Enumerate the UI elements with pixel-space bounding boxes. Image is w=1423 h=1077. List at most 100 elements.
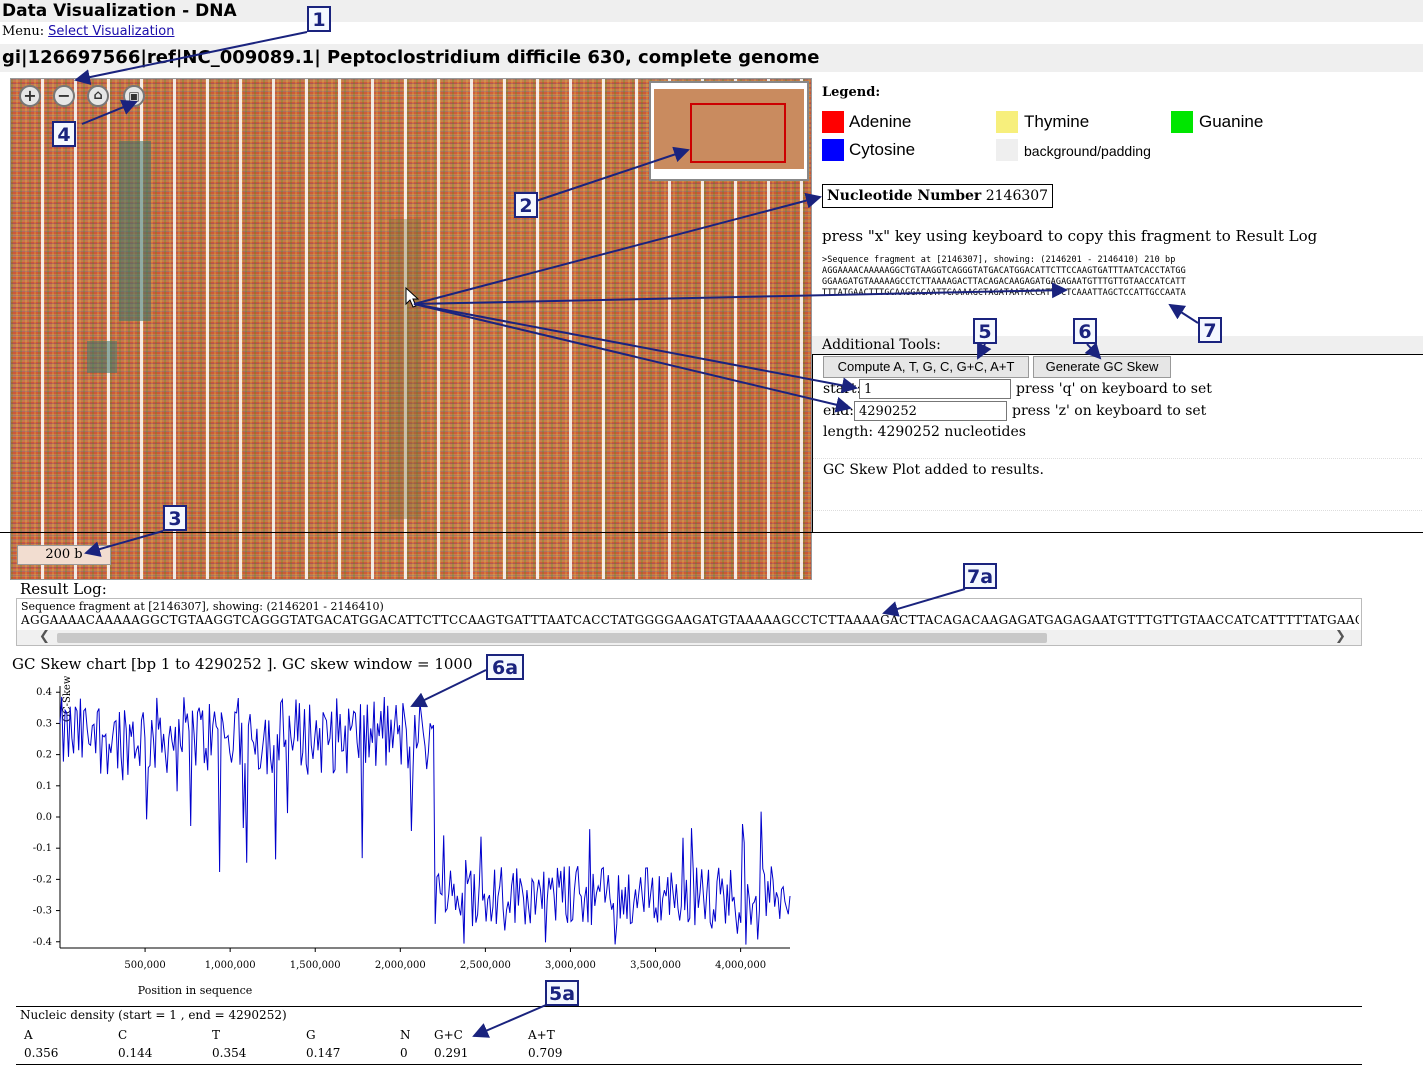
legend-label-background: background/padding [1024, 143, 1151, 159]
y-tick-label: 0.3 [36, 718, 52, 729]
scroll-left-icon[interactable]: ❮ [39, 629, 50, 644]
density-value: 0.147 [306, 1046, 341, 1060]
gc-skew-chart-title: GC Skew chart [bp 1 to 4290252 ]. GC ske… [12, 655, 473, 673]
generate-gc-skew-button[interactable]: Generate GC Skew [1033, 356, 1171, 378]
scale-bar: 200 b [17, 545, 111, 565]
callout-label: 6 [1073, 318, 1097, 344]
density-header: N [400, 1028, 411, 1042]
nucleotide-number-value: 2146307 [985, 188, 1049, 204]
density-value: 0.144 [118, 1046, 153, 1060]
result-log-label: Result Log: [20, 580, 107, 598]
y-tick-label: -0.2 [33, 874, 52, 885]
gc-skew-chart: 0.4 0.3 0.2 0.1 0.0 -0.1 -0.2 -0.3 -0.4 500,000 1,… [33, 676, 791, 997]
y-tick-label: 0.2 [36, 750, 52, 761]
additional-tools-title: Additional Tools: [812, 336, 1423, 354]
density-title: Nucleic density (start = 1 , end = 42902… [20, 1008, 287, 1022]
zoom-out-button[interactable]: − [53, 85, 75, 107]
density-header: A [24, 1028, 33, 1042]
y-tick-label: -0.1 [33, 843, 52, 854]
y-axis-label: GC-Skew [62, 676, 73, 722]
start-input[interactable] [859, 379, 1011, 399]
x-tick-label: 2,000,000 [375, 960, 426, 971]
y-tick-label: 0.4 [36, 687, 52, 698]
legend-label-thymine: Thymine [1024, 112, 1090, 131]
minimap-image [654, 89, 804, 169]
x-tick-label: 2,500,000 [460, 960, 511, 971]
density-header: C [118, 1028, 128, 1042]
minimap-viewport-rect[interactable] [690, 103, 786, 163]
nucleotide-number-label: Nucleotide Number [827, 188, 982, 204]
result-fragment-header: Sequence fragment at [2146307], showing:… [21, 600, 384, 613]
x-tick-label: 1,500,000 [290, 960, 341, 971]
x-tick-label: 500,000 [124, 960, 165, 971]
density-value: 0 [400, 1046, 408, 1060]
end-input[interactable] [854, 401, 1007, 421]
x-tick-label: 3,500,000 [630, 960, 681, 971]
navigator-minimap[interactable] [649, 81, 809, 181]
divider [813, 458, 1423, 459]
callout-label: 7 [1198, 317, 1222, 343]
divider [0, 532, 1423, 533]
fragment-line: AGGAAAACAAAAAGGCTGTAAGGTCAGGGTATGACATGGA… [822, 266, 1186, 276]
legend-swatch-guanine [1171, 111, 1193, 133]
density-value: 0.291 [434, 1046, 469, 1060]
legend-label-guanine: Guanine [1199, 112, 1264, 131]
callout-label: 3 [163, 505, 187, 531]
x-tick-label: 1,000,000 [205, 960, 256, 971]
result-log: Sequence fragment at [2146307], showing:… [16, 598, 1362, 646]
copy-fragment-hint: press "x" key using keyboard to copy thi… [822, 227, 1318, 245]
y-tick-label: 0.1 [36, 781, 52, 792]
sequence-fragment: >Sequence fragment at [2146307], showing… [822, 255, 1292, 299]
fullscreen-button[interactable]: ▣ [123, 85, 145, 107]
legend-label-adenine: Adenine [849, 112, 912, 131]
gc-skew-line [59, 696, 791, 945]
density-header: G+C [434, 1028, 463, 1042]
density-header: A+T [528, 1028, 555, 1042]
tools-status: GC Skew Plot added to results. [823, 462, 1044, 478]
scroll-right-icon[interactable]: ❯ [1335, 629, 1346, 644]
legend-swatch-adenine [822, 111, 844, 133]
legend-swatch-cytosine [822, 139, 844, 161]
x-tick-label: 4,000,000 [715, 960, 766, 971]
menu-label: Menu: [2, 24, 45, 39]
zoom-in-button[interactable]: + [19, 85, 41, 107]
density-value: 0.356 [24, 1046, 59, 1060]
callout-label: 4 [52, 121, 76, 147]
horizontal-scrollbar[interactable]: ❮ ❯ [17, 629, 1361, 645]
divider [16, 1006, 1362, 1007]
callout-label: 6a [486, 654, 524, 680]
sequence-region-band [389, 219, 421, 519]
end-hint: press 'z' on keyboard to set [1012, 403, 1207, 419]
nucleotide-number-box: Nucleotide Number 2146307 [822, 184, 1054, 208]
legend: Legend: Adenine Thymine Guanine Cytosine… [822, 82, 1282, 172]
mouse-cursor-icon [405, 287, 420, 308]
fragment-line: TTTATGAACTTTGCAAGGACAATTCAAAAGCTAGATAATA… [822, 288, 1186, 298]
start-hint: press 'q' on keyboard to set [1016, 381, 1212, 397]
callout-label: 5a [545, 980, 579, 1006]
start-label: start: [823, 381, 862, 397]
app-title: Data Visualization - DNA [0, 0, 1423, 22]
legend-label-cytosine: Cytosine [849, 140, 916, 159]
legend-swatch-background [996, 139, 1018, 161]
legend-title: Legend: [822, 85, 881, 100]
x-tick-label: 3,000,000 [545, 960, 596, 971]
sequence-region-band [119, 141, 151, 321]
y-tick-label: -0.3 [33, 906, 52, 917]
compute-density-button[interactable]: Compute A, T, G, C, G+C, A+T [823, 356, 1029, 378]
callout-label: 2 [514, 192, 538, 218]
fragment-line: GGAAGATGTAAAAAGCCTCTTAAAAGACTTACAGACAAGA… [822, 277, 1186, 287]
scrollbar-thumb[interactable] [57, 633, 1047, 643]
result-fragment-sequence: AGGAAAACAAAAAGGCTGTAAGGTCAGGGTATGACATGGA… [21, 613, 1359, 627]
select-visualization-link[interactable]: Select Visualization [48, 24, 175, 39]
sequence-region-band [87, 341, 117, 373]
callout-label: 5 [973, 318, 997, 344]
dna-canvas-viewer[interactable]: + − ⌂ ▣ 200 b [10, 78, 812, 580]
x-axis-label: Position in sequence [138, 984, 253, 997]
length-text: length: 4290252 nucleotides [823, 424, 1026, 440]
density-value: 0.709 [528, 1046, 563, 1060]
fragment-header: >Sequence fragment at [2146307], showing… [822, 255, 1176, 265]
end-label: end: [823, 403, 854, 419]
divider [813, 510, 1423, 511]
density-header: T [212, 1028, 221, 1042]
home-button[interactable]: ⌂ [87, 85, 109, 107]
